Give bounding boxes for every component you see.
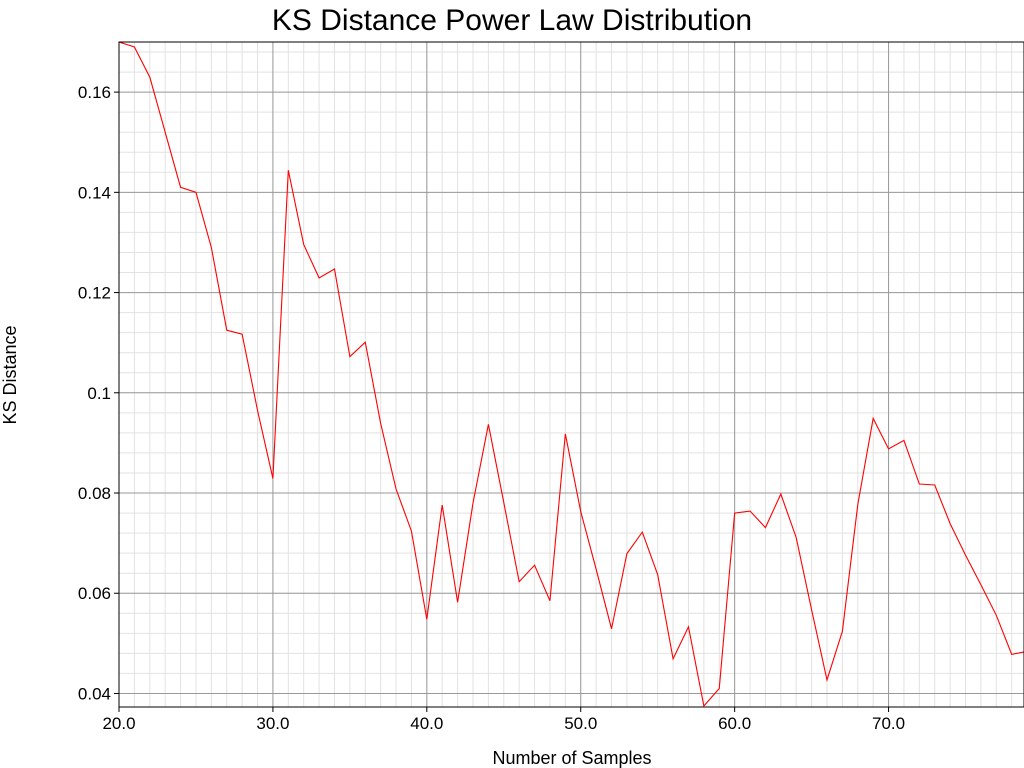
y-tick-label: 0.1 xyxy=(87,384,111,403)
series-line xyxy=(119,42,1024,707)
series-layer xyxy=(119,42,1024,707)
y-tick-label: 0.06 xyxy=(78,584,111,603)
x-axis-label: Number of Samples xyxy=(492,748,651,768)
x-tick-label: 50.0 xyxy=(564,714,597,733)
y-tick-label: 0.12 xyxy=(78,284,111,303)
x-axis: 20.0 30.0 40.0 50.0 60.0 70.0 xyxy=(102,707,905,733)
major-grid xyxy=(118,42,1024,707)
y-tick-label: 0.14 xyxy=(78,183,111,202)
y-axis: 0.04 0.06 0.08 0.1 0.12 0.14 0.16 xyxy=(78,83,119,703)
x-tick-label: 60.0 xyxy=(718,714,751,733)
y-tick-label: 0.08 xyxy=(78,484,111,503)
y-tick-label: 0.04 xyxy=(78,684,111,703)
plot-frame xyxy=(118,41,1024,708)
y-tick-label: 0.16 xyxy=(78,83,111,102)
x-tick-label: 40.0 xyxy=(410,714,443,733)
x-tick-label: 30.0 xyxy=(256,714,289,733)
x-tick-label: 70.0 xyxy=(872,714,905,733)
x-tick-label: 20.0 xyxy=(102,714,135,733)
chart-title: KS Distance Power Law Distribution xyxy=(272,4,752,37)
y-axis-label: KS Distance xyxy=(0,325,20,424)
